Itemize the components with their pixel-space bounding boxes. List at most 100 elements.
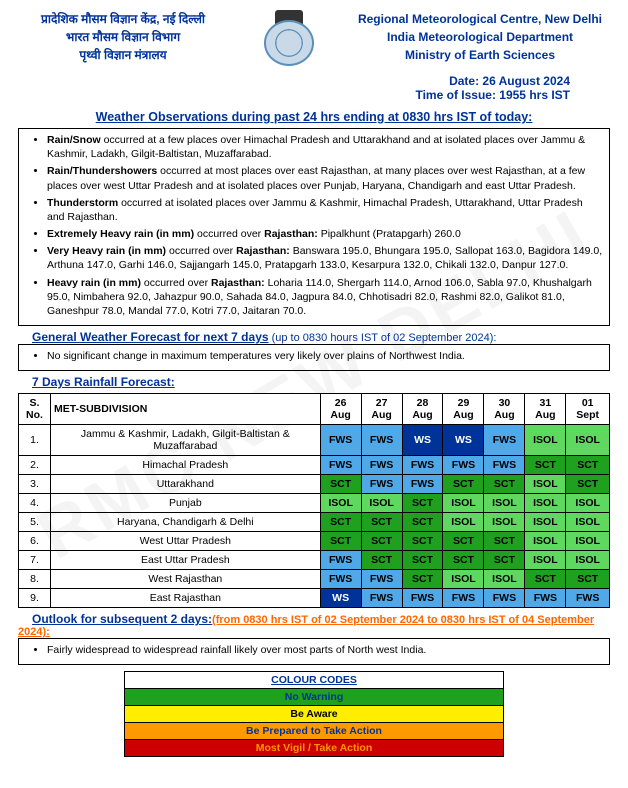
forecast-cell: SCT: [361, 513, 402, 532]
table-header: 26 Aug: [320, 394, 361, 425]
table-row: 8.West RajasthanFWSFWSSCTISOLISOLSCTSCT: [19, 570, 610, 589]
issue-date: Date: 26 August 2024: [18, 74, 570, 88]
row-sno: 2.: [19, 456, 51, 475]
row-name: Haryana, Chandigarh & Delhi: [51, 513, 321, 532]
forecast-cell: ISOL: [566, 494, 610, 513]
forecast-cell: SCT: [484, 532, 525, 551]
forecast-cell: ISOL: [566, 551, 610, 570]
row-sno: 8.: [19, 570, 51, 589]
header-english: Regional Meteorological Centre, New Delh…: [350, 10, 610, 64]
forecast-cell: FWS: [484, 425, 525, 456]
forecast-cell: ISOL: [525, 513, 566, 532]
forecast-cell: ISOL: [566, 425, 610, 456]
row-sno: 1.: [19, 425, 51, 456]
table-row: 2.Himachal PradeshFWSFWSFWSFWSFWSSCTSCT: [19, 456, 610, 475]
forecast-cell: SCT: [484, 551, 525, 570]
table-header: 31 Aug: [525, 394, 566, 425]
forecast-cell: ISOL: [361, 494, 402, 513]
gen-box: No significant change in maximum tempera…: [18, 344, 610, 371]
row-sno: 5.: [19, 513, 51, 532]
cc-no-warning: No Warning: [125, 689, 504, 706]
forecast-cell: WS: [402, 425, 443, 456]
table-row: 7.East Uttar PradeshFWSSCTSCTSCTSCTISOLI…: [19, 551, 610, 570]
forecast-cell: ISOL: [443, 513, 484, 532]
forecast-cell: ISOL: [566, 513, 610, 532]
forecast-cell: SCT: [402, 494, 443, 513]
eng-line1: Regional Meteorological Centre, New Delh…: [350, 10, 610, 28]
forecast-cell: FWS: [361, 425, 402, 456]
forecast-cell: FWS: [402, 475, 443, 494]
gen-heading: General Weather Forecast for next 7 days…: [18, 330, 610, 344]
row-sno: 3.: [19, 475, 51, 494]
forecast-cell: FWS: [320, 456, 361, 475]
forecast-cell: SCT: [320, 513, 361, 532]
row-name: East Uttar Pradesh: [51, 551, 321, 570]
header-hindi: प्रादेशिक मौसम विज्ञान केंद्र, नई दिल्ली…: [18, 10, 228, 64]
forecast-cell: SCT: [320, 532, 361, 551]
forecast-cell: SCT: [484, 475, 525, 494]
forecast-cell: SCT: [525, 456, 566, 475]
page-content: प्रादेशिक मौसम विज्ञान केंद्र, नई दिल्ली…: [0, 0, 628, 767]
forecast-cell: FWS: [484, 589, 525, 608]
forecast-cell: FWS: [361, 589, 402, 608]
table-header: S. No.: [19, 394, 51, 425]
obs-item: Thunderstorm occurred at isolated places…: [47, 196, 603, 224]
outlook-heading: Outlook for subsequent 2 days:(from 0830…: [18, 612, 610, 638]
forecast-cell: ISOL: [484, 513, 525, 532]
forecast-cell: FWS: [361, 456, 402, 475]
cc-most-vigil: Most Vigil / Take Action: [125, 740, 504, 757]
forecast-cell: WS: [443, 425, 484, 456]
table-row: 5.Haryana, Chandigarh & DelhiSCTSCTSCTIS…: [19, 513, 610, 532]
gen-title: General Weather Forecast for next 7 days: [32, 330, 269, 344]
forecast-cell: SCT: [443, 475, 484, 494]
hindi-line1: प्रादेशिक मौसम विज्ञान केंद्र, नई दिल्ली: [18, 10, 228, 28]
forecast-cell: ISOL: [443, 494, 484, 513]
forecast-cell: SCT: [402, 570, 443, 589]
forecast-cell: ISOL: [484, 494, 525, 513]
obs-item: Extremely Heavy rain (in mm) occurred ov…: [47, 227, 603, 241]
table-row: 3.UttarakhandSCTFWSFWSSCTSCTISOLSCT: [19, 475, 610, 494]
table-row: 6.West Uttar PradeshSCTSCTSCTSCTSCTISOLI…: [19, 532, 610, 551]
cc-title: COLOUR CODES: [125, 672, 504, 689]
forecast-cell: SCT: [443, 532, 484, 551]
header: प्रादेशिक मौसम विज्ञान केंद्र, नई दिल्ली…: [18, 10, 610, 66]
forecast-cell: ISOL: [443, 570, 484, 589]
forecast-cell: FWS: [320, 425, 361, 456]
forecast-cell: SCT: [443, 551, 484, 570]
table-header: 27 Aug: [361, 394, 402, 425]
forecast-cell: SCT: [525, 570, 566, 589]
obs-item: Rain/Snow occurred at a few places over …: [47, 133, 603, 161]
rain7-title: 7 Days Rainfall Forecast:: [32, 375, 175, 389]
row-sno: 4.: [19, 494, 51, 513]
emblem-icon: [261, 10, 317, 66]
table-row: 9.East RajasthanWSFWSFWSFWSFWSFWSFWS: [19, 589, 610, 608]
forecast-cell: SCT: [566, 570, 610, 589]
forecast-cell: SCT: [402, 551, 443, 570]
table-row: 1.Jammu & Kashmir, Ladakh, Gilgit-Baltis…: [19, 425, 610, 456]
obs-title: Weather Observations during past 24 hrs …: [18, 110, 610, 124]
colour-codes-table: COLOUR CODES No Warning Be Aware Be Prep…: [124, 671, 504, 757]
forecast-cell: FWS: [566, 589, 610, 608]
forecast-cell: SCT: [566, 475, 610, 494]
forecast-cell: ISOL: [525, 532, 566, 551]
forecast-table: S. No.MET-SUBDIVISION26 Aug27 Aug28 Aug2…: [18, 393, 610, 608]
table-header: 28 Aug: [402, 394, 443, 425]
obs-box: Rain/Snow occurred at a few places over …: [18, 128, 610, 326]
row-sno: 6.: [19, 532, 51, 551]
gen-item: No significant change in maximum tempera…: [47, 349, 603, 363]
row-name: West Uttar Pradesh: [51, 532, 321, 551]
issue-time: Time of Issue: 1955 hrs IST: [18, 88, 570, 102]
row-name: Himachal Pradesh: [51, 456, 321, 475]
row-sno: 7.: [19, 551, 51, 570]
forecast-cell: FWS: [443, 456, 484, 475]
forecast-cell: SCT: [566, 456, 610, 475]
issue-block: Date: 26 August 2024 Time of Issue: 1955…: [18, 74, 610, 102]
forecast-cell: SCT: [320, 475, 361, 494]
cc-be-prepared: Be Prepared to Take Action: [125, 723, 504, 740]
row-name: Jammu & Kashmir, Ladakh, Gilgit-Baltista…: [51, 425, 321, 456]
table-header: 30 Aug: [484, 394, 525, 425]
outlook-box: Fairly widespread to widespread rainfall…: [18, 638, 610, 665]
forecast-cell: FWS: [320, 551, 361, 570]
forecast-cell: FWS: [484, 456, 525, 475]
hindi-line3: पृथ्वी विज्ञान मंत्रालय: [18, 46, 228, 64]
